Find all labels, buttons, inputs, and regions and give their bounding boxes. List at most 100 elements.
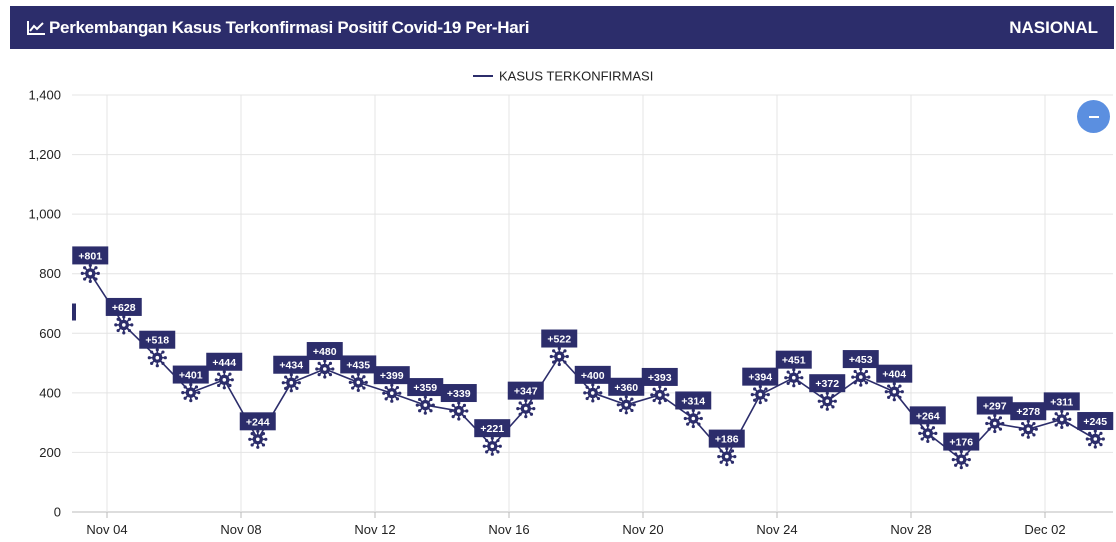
marker-spike-tip (529, 412, 534, 416)
marker-spike-tip (954, 452, 958, 456)
x-tick-label: Nov 20 (622, 522, 663, 537)
marker-spike-tip (764, 387, 768, 391)
marker-spike-tip (918, 431, 922, 435)
marker-spike-tip (183, 385, 187, 389)
marker-center (859, 375, 863, 379)
marker-spike-tip (1099, 431, 1103, 435)
marker-center (1060, 417, 1064, 422)
marker-spike-tip (423, 395, 427, 399)
marker-spike-tip (1065, 423, 1070, 427)
data-label: +444 (212, 357, 236, 369)
zoom-out-button[interactable] (1077, 100, 1110, 133)
marker-spike-tip (931, 426, 936, 430)
marker-spike-tip (987, 427, 991, 431)
minus-icon (1089, 116, 1099, 118)
marker-spike-tip (1026, 419, 1030, 423)
marker-spike-tip (900, 390, 904, 394)
marker-spike-tip (683, 416, 687, 421)
marker-spike-tip (485, 450, 489, 454)
data-point-marker (549, 346, 569, 367)
marker-spike-tip (898, 395, 902, 399)
marker-spike-tip (887, 395, 891, 399)
marker-spike-tip (786, 370, 790, 374)
marker-spike-tip (867, 375, 871, 379)
marker-spike-tip (356, 372, 360, 376)
marker-spike-tip (753, 398, 757, 402)
marker-spike-tip (384, 385, 388, 390)
marker-spike-tip (114, 323, 118, 327)
data-point-marker (1085, 429, 1105, 449)
marker-spike-tip (725, 447, 729, 451)
data-label: +480 (313, 346, 337, 358)
data-label-box (809, 374, 846, 393)
marker-center (155, 355, 160, 360)
marker-spike-tip (563, 349, 567, 353)
marker-spike-tip (965, 452, 969, 456)
marker-spike-tip (717, 455, 721, 459)
data-label-box (340, 355, 377, 374)
marker-spike-tip (83, 266, 87, 270)
marker-spike-tip (256, 445, 260, 449)
marker-spike-tip (758, 385, 762, 389)
data-label-box (641, 367, 678, 386)
data-label-box (775, 350, 812, 369)
marker-spike-tip (261, 432, 266, 436)
marker-spike-tip (264, 437, 268, 441)
marker-spike-tip (116, 317, 120, 321)
data-label: +264 (916, 410, 940, 422)
marker-spike-tip (317, 373, 321, 377)
marker-spike-tip (552, 360, 556, 364)
marker-spike-tip (753, 387, 757, 391)
marker-spike-tip (920, 437, 924, 441)
marker-spike-tip (1021, 433, 1025, 437)
marker-spike-tip (954, 463, 958, 467)
data-label: +435 (346, 359, 370, 371)
y-tick-label: 600 (39, 326, 61, 341)
marker-spike-tip (987, 416, 991, 420)
marker-spike-tip (462, 403, 467, 407)
marker-spike-tip (364, 380, 368, 384)
marker-spike-tip (289, 389, 293, 393)
header-title-group: Perkembangan Kasus Terkonfirmasi Positif… (26, 6, 529, 49)
marker-spike-tip (127, 317, 132, 321)
marker-center (289, 380, 294, 385)
marker-center (122, 323, 126, 327)
marker-spike-tip (1065, 412, 1070, 416)
marker-spike-tip (549, 354, 553, 359)
marker-spike-tip (449, 409, 453, 413)
marker-spike-tip (583, 391, 587, 395)
marker-spike-tip (297, 381, 301, 385)
marker-spike-tip (766, 393, 770, 397)
data-label-box (608, 377, 645, 396)
marker-spike-tip (993, 413, 997, 418)
marker-spike-tip (1054, 423, 1058, 427)
marker-spike-tip (116, 328, 120, 333)
data-point-marker (382, 383, 402, 403)
marker-spike-tip (898, 384, 902, 388)
data-label: +401 (179, 370, 203, 382)
marker-spike-tip (591, 383, 595, 387)
marker-spike-tip (457, 401, 461, 405)
data-label-box (541, 329, 578, 348)
data-point-marker (415, 395, 435, 415)
y-tick-label: 1,200 (28, 147, 61, 162)
marker-center (323, 367, 327, 371)
marker-spike-tip (295, 375, 299, 379)
marker-spike-tip (663, 387, 668, 391)
marker-center (691, 416, 696, 421)
data-point-marker (750, 385, 770, 405)
marker-center (524, 406, 528, 411)
marker-spike-tip (88, 263, 92, 267)
data-label: +339 (447, 388, 471, 400)
marker-spike-tip (250, 443, 254, 447)
data-label-box (139, 330, 176, 349)
marker-spike-tip (998, 416, 1003, 420)
data-point-marker (650, 385, 670, 405)
marker-spike-tip (658, 385, 662, 389)
data-point-marker (1052, 409, 1072, 429)
y-tick-label: 800 (39, 266, 61, 281)
marker-center (591, 391, 595, 395)
data-label-box (172, 365, 209, 384)
data-point-marker (449, 401, 469, 421)
marker-spike-tip (496, 450, 500, 454)
